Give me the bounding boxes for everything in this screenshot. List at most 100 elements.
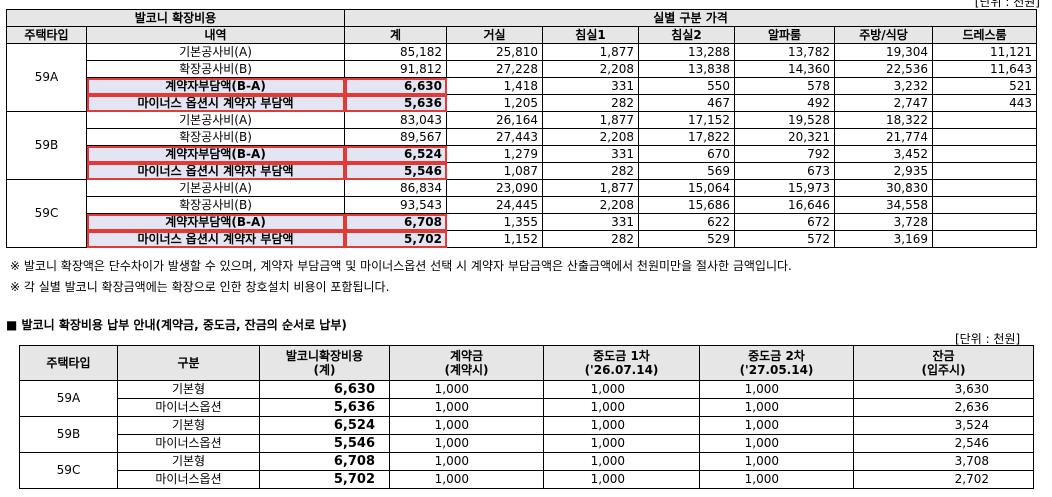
- table-row: 확장공사비(B) 91,812 27,228 2,208 13,838 14,360 22,…: [7, 60, 1038, 78]
- room-price-cell: 670: [638, 145, 735, 163]
- table-row: 확장공사비(B) 93,543 24,445 2,208 15,686 16,646 34,…: [7, 196, 1038, 214]
- total-cell: 5,546: [344, 162, 447, 180]
- room-price-cell: 21,774: [834, 128, 933, 146]
- room-price-cell: 30,830: [834, 179, 933, 197]
- room-price-cell: 3,169: [834, 230, 933, 248]
- room-price-cell: 3,728: [834, 213, 933, 231]
- payment-col-header: 잔금 (입주시): [853, 345, 1034, 381]
- header-line1: 발코니확장비용: [285, 349, 364, 363]
- total-cell: 6,708: [344, 213, 447, 231]
- room-price-cell: 22,536: [834, 60, 933, 78]
- room-price-cell: 550: [638, 77, 735, 95]
- room-price-cell: 1,877: [542, 179, 639, 197]
- header-line2: (입주시): [921, 363, 966, 377]
- item-label: 확장공사비(B): [86, 60, 345, 78]
- total-cell: 91,812: [344, 60, 447, 78]
- header-line1: 중도금 1차: [593, 349, 650, 363]
- total-cell: 83,043: [344, 111, 447, 129]
- table-row: 59C 기본형 6,708 1,000 1,000 1,000 3,708: [19, 452, 1034, 489]
- total-cell: 5,636: [344, 94, 447, 112]
- room-price-cell: 16,646: [734, 196, 835, 214]
- balcony-total-cell: 5,702: [259, 470, 390, 489]
- room-price-cell: 17,152: [638, 111, 735, 129]
- room-price-cell: 13,838: [638, 60, 735, 78]
- balcony-total-cell: 5,546: [259, 434, 390, 453]
- total-cell: 5,702: [344, 230, 447, 248]
- note-rounding: ※ 발코니 확장액은 단수차이가 발생할 수 있으며, 계약자 부담금액 및 마…: [10, 259, 792, 273]
- item-label: 확장공사비(B): [86, 128, 345, 146]
- balcony-total-cell: 6,630: [259, 380, 390, 399]
- item-label: 계약자부담액(B-A): [86, 77, 345, 95]
- balcony-cost-table: 발코니 확장비용 실별 구분 가격 주택타입 내역 계 거실 침실1 침실2 알…: [6, 9, 1038, 248]
- col-header-type: 주택타입: [6, 26, 87, 44]
- room-price-cell: 26,164: [446, 111, 543, 129]
- payment-col-header: 중도금 1차 ('26.07.14): [543, 345, 700, 381]
- room-price-cell: 282: [542, 230, 639, 248]
- room-price-cell: 1,877: [542, 111, 639, 129]
- item-label: 마이너스 옵션시 계약자 부담액: [86, 230, 345, 248]
- room-price-cell: 1,279: [446, 145, 543, 163]
- type-cell-59a: 59A: [19, 380, 118, 417]
- payment-cell: 1,000: [543, 470, 700, 489]
- balcony-total-cell: 6,524: [259, 416, 390, 435]
- payment-cell: 1,000: [389, 434, 544, 453]
- room-price-cell: 331: [542, 77, 639, 95]
- col-header-dressroom: 드레스룸: [931, 26, 1038, 44]
- table-row: 계약자부담액(B-A) 6,708 1,355 331 622 672 3,728: [7, 213, 1038, 231]
- room-price-cell: 529: [638, 230, 735, 248]
- room-price-cell: 19,304: [834, 43, 933, 61]
- payment-cell: 1,000: [389, 452, 544, 471]
- total-cell: 85,182: [344, 43, 447, 61]
- room-price-cell: 443: [931, 94, 1038, 112]
- payment-cell: 3,524: [853, 416, 1034, 435]
- payment-cell: 1,000: [543, 398, 700, 417]
- col-header-kitchen: 주방/식당: [834, 26, 933, 44]
- option-label: 기본형: [117, 380, 260, 399]
- table-row: 마이너스옵션 5,636 1,000 1,000 1,000 2,636: [20, 398, 1034, 417]
- header-line2: (계약시): [444, 363, 489, 377]
- col-header-item: 내역: [86, 26, 345, 44]
- option-label: 마이너스옵션: [117, 398, 260, 417]
- table-row: 마이너스 옵션시 계약자 부담액 5,546 1,087 282 569 673 2,935: [7, 162, 1038, 180]
- col-header-total: 계: [344, 26, 447, 44]
- room-price-cell: 792: [734, 145, 835, 163]
- payment-cell: 1,000: [389, 380, 544, 399]
- payment-cell: 1,000: [543, 452, 700, 471]
- room-price-cell: [931, 213, 1038, 231]
- payment-col-header: 주택타입: [19, 345, 118, 381]
- type-cell-59b: 59B: [6, 111, 87, 180]
- payment-cell: 3,630: [853, 380, 1034, 399]
- option-label: 마이너스옵션: [117, 470, 260, 489]
- room-price-cell: 34,558: [834, 196, 933, 214]
- payment-cell: 2,546: [853, 434, 1034, 453]
- table-row: 59A 기본공사비(A) 85,182 25,810 1,877 13,288 13,782…: [6, 43, 1038, 112]
- header-line2: ('27.05.14): [739, 363, 814, 377]
- table-row: 마이너스옵션 5,702 1,000 1,000 1,000 2,702: [20, 470, 1034, 489]
- item-label: 기본공사비(A): [86, 111, 345, 129]
- balcony-cost-table-body: 59A 기본공사비(A) 85,182 25,810 1,877 13,288 13,782…: [6, 43, 1038, 248]
- room-price-cell: 1,418: [446, 77, 543, 95]
- room-price-cell: 15,064: [638, 179, 735, 197]
- payment-schedule-body: 59A 기본형 6,630 1,000 1,000 1,000 3,630 마이너스옵션 5,6…: [19, 380, 1034, 489]
- room-price-cell: 2,208: [542, 128, 639, 146]
- room-price-cell: 1,355: [446, 213, 543, 231]
- table-row: 계약자부담액(B-A) 6,524 1,279 331 670 792 3,452: [7, 145, 1038, 163]
- room-price-cell: 622: [638, 213, 735, 231]
- option-label: 기본형: [117, 452, 260, 471]
- item-label: 마이너스 옵션시 계약자 부담액: [86, 94, 345, 112]
- col-header-alpha-room: 알파룸: [734, 26, 835, 44]
- table-row: 59A 기본형 6,630 1,000 1,000 1,000 3,630: [19, 380, 1034, 417]
- type-cell-59c: 59C: [19, 452, 118, 489]
- payment-cell: 1,000: [389, 416, 544, 435]
- table-row: 마이너스 옵션시 계약자 부담액 5,636 1,205 282 467 492 2,747…: [7, 94, 1038, 112]
- room-price-cell: 27,443: [446, 128, 543, 146]
- payment-cell: 1,000: [699, 398, 854, 417]
- payment-cell: 1,000: [543, 416, 700, 435]
- room-price-cell: 3,452: [834, 145, 933, 163]
- payment-cell: 1,000: [543, 380, 700, 399]
- header-line1: 잔금: [932, 349, 955, 363]
- table-row: 59B 기본형 6,524 1,000 1,000 1,000 3,524: [19, 416, 1034, 453]
- room-price-cell: [931, 230, 1038, 248]
- room-price-cell: 2,208: [542, 60, 639, 78]
- room-price-cell: [931, 179, 1038, 197]
